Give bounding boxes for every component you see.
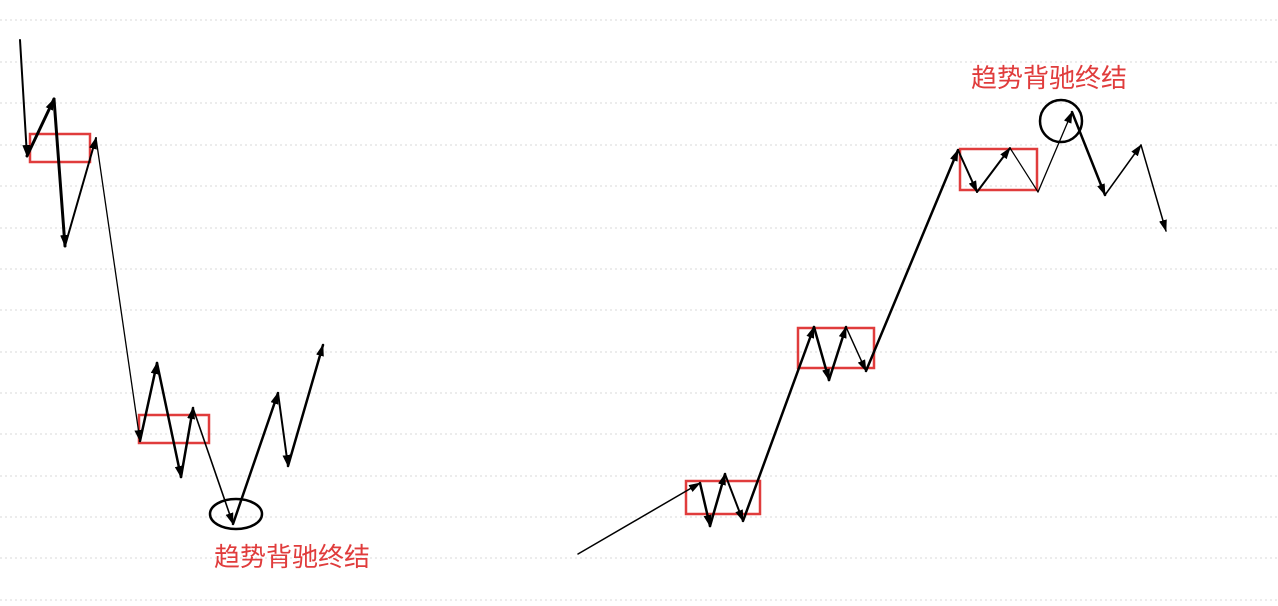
wave-segment bbox=[708, 472, 727, 528]
wave-segment bbox=[179, 406, 196, 479]
right-uptrend-figure: 趋势背驰终结 bbox=[577, 64, 1167, 555]
divergence-end-marker bbox=[208, 497, 264, 531]
divergence-end-label-left: 趋势背驰终结 bbox=[214, 543, 370, 573]
pivot-box bbox=[684, 479, 762, 516]
wave-segment bbox=[1009, 147, 1039, 193]
pivot-box bbox=[28, 132, 92, 164]
wave-segment bbox=[724, 473, 744, 522]
wave-segment bbox=[286, 343, 325, 468]
wave-segment bbox=[1140, 144, 1167, 232]
wave-segment bbox=[155, 361, 183, 479]
wave-segment bbox=[19, 39, 31, 157]
divergence-end-marker bbox=[1038, 98, 1084, 144]
wave-segment bbox=[1070, 110, 1107, 197]
wave-segment bbox=[864, 148, 960, 373]
left-downtrend-figure: 趋势背驰终结 bbox=[19, 39, 370, 573]
wave-segment bbox=[845, 326, 867, 372]
wave-segment bbox=[957, 149, 978, 193]
wave-segment bbox=[25, 97, 56, 158]
wave-segment bbox=[64, 137, 97, 247]
wave-segment bbox=[698, 481, 712, 528]
wave-segment bbox=[231, 391, 280, 526]
wave-segment bbox=[827, 325, 848, 382]
wave-segment bbox=[138, 361, 159, 443]
wave-segment bbox=[277, 392, 291, 467]
wave-segment bbox=[976, 147, 1011, 193]
pivot-box bbox=[796, 326, 876, 370]
divergence-end-label-right: 趋势背驰终结 bbox=[971, 64, 1127, 94]
pivot-box bbox=[958, 147, 1039, 192]
wave-segment bbox=[192, 407, 234, 525]
wave-segment bbox=[741, 325, 816, 523]
wave-segment bbox=[95, 137, 143, 442]
wave-segment bbox=[52, 97, 69, 248]
wave-segment bbox=[1037, 111, 1073, 193]
wave-segment bbox=[812, 325, 831, 382]
wave-segment bbox=[577, 482, 701, 555]
wave-segment bbox=[1104, 144, 1142, 196]
gridlines bbox=[0, 19, 1278, 601]
